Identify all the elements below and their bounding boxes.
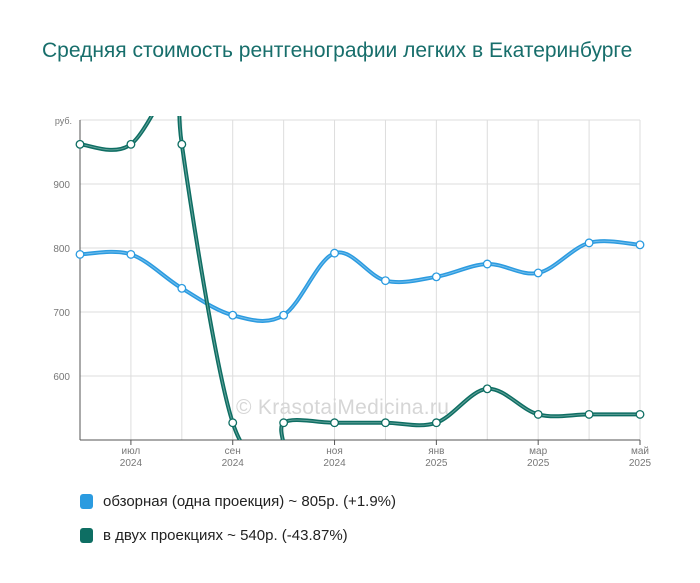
y-tick-label: 700 xyxy=(53,308,70,319)
data-point-0 xyxy=(533,268,543,278)
data-point-0 xyxy=(482,259,492,269)
x-tick-label-year: 2025 xyxy=(425,458,448,469)
y-tick-label: 600 xyxy=(53,372,70,383)
series-0 xyxy=(78,239,642,323)
y-tick-label: 800 xyxy=(53,244,70,255)
data-point-1 xyxy=(584,409,594,419)
data-point-1 xyxy=(228,418,238,428)
data-point-0 xyxy=(635,240,645,250)
data-point-1 xyxy=(279,418,289,428)
data-point-0 xyxy=(431,272,441,282)
y-tick-label: 900 xyxy=(53,180,70,191)
x-tick-label-year: 2024 xyxy=(323,458,346,469)
x-tick-label-month: сен xyxy=(225,446,241,457)
watermark: © KrasotaiMedicina.ru xyxy=(236,396,450,419)
y-unit-label: руб. xyxy=(55,116,72,126)
x-tick-label-month: май xyxy=(631,446,649,457)
data-point-1 xyxy=(381,418,390,428)
x-tick-label-year: 2024 xyxy=(222,458,245,469)
x-tick-label-year: 2025 xyxy=(629,458,652,469)
chart-title: Средняя стоимость рентгенографии легких … xyxy=(42,39,633,62)
data-point-0 xyxy=(75,249,85,259)
legend-swatch-1 xyxy=(80,527,93,543)
x-tick-label-year: 2025 xyxy=(527,458,550,469)
data-point-1 xyxy=(635,409,645,419)
data-point-1 xyxy=(75,139,85,149)
data-point-0 xyxy=(126,249,136,259)
series-line-0 xyxy=(78,239,642,323)
data-point-1 xyxy=(330,418,339,428)
data-point-1 xyxy=(482,384,492,394)
x-tick-label-month: янв xyxy=(428,446,444,457)
data-point-0 xyxy=(279,310,289,320)
data-point-0 xyxy=(228,310,238,320)
legend-label-0: обзорная (одна проекция) ~ 805р. (+1.9%) xyxy=(103,492,397,510)
x-tick-label-month: мар xyxy=(529,446,547,457)
data-point-0 xyxy=(381,276,390,286)
legend-item-0[interactable]: обзорная (одна проекция) ~ 805р. (+1.9%) xyxy=(80,490,396,512)
data-point-1 xyxy=(533,409,543,419)
data-point-1 xyxy=(126,139,136,149)
x-tick-label-year: 2024 xyxy=(120,458,143,469)
data-point-1 xyxy=(177,139,187,149)
legend: обзорная (одна проекция) ~ 805р. (+1.9%)… xyxy=(80,490,396,558)
legend-item-1[interactable]: в двух проекциях ~ 540р. (-43.87%) xyxy=(80,524,396,546)
legend-swatch-0 xyxy=(80,493,93,509)
data-point-0 xyxy=(330,248,339,258)
series-line-highlight-0 xyxy=(79,240,641,322)
x-tick-label-month: июл xyxy=(122,446,141,457)
data-point-0 xyxy=(584,238,594,248)
data-point-1 xyxy=(431,418,441,428)
legend-label-1: в двух проекциях ~ 540р. (-43.87%) xyxy=(103,526,348,544)
data-point-0 xyxy=(177,283,187,293)
x-tick-label-month: ноя xyxy=(326,446,343,457)
